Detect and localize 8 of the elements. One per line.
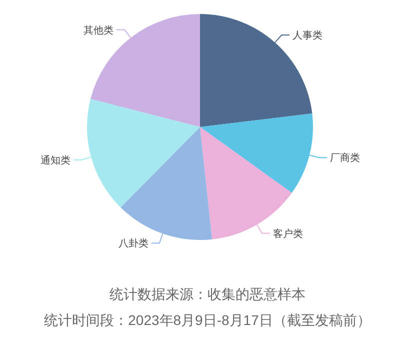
slice-label: 八卦类 — [118, 238, 148, 250]
text: 统计数据来源：收集的恶意样本 — [110, 286, 306, 302]
slice-label: 厂商类 — [330, 152, 360, 164]
slice-label: 客户类 — [272, 228, 303, 240]
slice-label: 通知类 — [40, 154, 70, 166]
slice-label: 其他类 — [84, 24, 114, 36]
slice-label: 人事类 — [292, 29, 323, 42]
text: 统计时间段：2023年8月9日-8月17日（截至发稿前） — [44, 312, 371, 328]
